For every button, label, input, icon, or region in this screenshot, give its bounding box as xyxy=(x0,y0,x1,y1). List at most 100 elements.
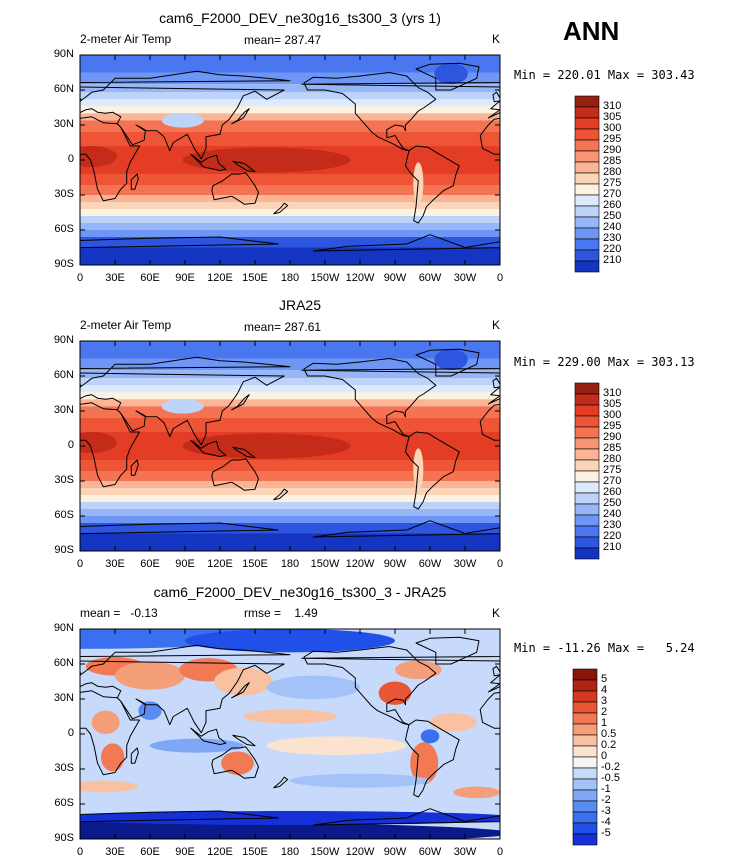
temperature-band xyxy=(80,223,500,230)
colorbar-box xyxy=(574,183,600,196)
colorbar-box xyxy=(574,426,600,439)
temperature-band xyxy=(80,516,500,523)
colorbar-label: 2 xyxy=(601,706,608,718)
y-tick-label: 60S xyxy=(54,223,74,235)
colorbar-label: 210 xyxy=(603,541,622,553)
x-tick-label: 150E xyxy=(242,846,268,858)
colorbar-label: -3 xyxy=(601,805,611,817)
colorbar-box xyxy=(574,503,600,516)
colorbar-box xyxy=(574,172,600,185)
x-tick-label: 0 xyxy=(76,846,84,858)
coastline-antarctica xyxy=(80,522,279,551)
y-tick-label: 90S xyxy=(54,832,74,844)
warm-region xyxy=(80,432,117,453)
colorbar-label: -0.2 xyxy=(601,761,620,773)
colorbar-box xyxy=(572,690,598,703)
colorbar-box xyxy=(572,822,598,835)
panel-title: JRA25 xyxy=(278,297,322,313)
coastline-eurasia xyxy=(80,356,291,446)
x-tick-label: 90E xyxy=(175,846,195,858)
colorbar-label: -5 xyxy=(601,827,611,839)
temperature-band xyxy=(80,481,500,488)
cold-region xyxy=(434,63,468,85)
difference-region xyxy=(221,751,254,775)
colorbar-label: 5 xyxy=(601,673,608,685)
colorbar-label: 4 xyxy=(601,684,608,696)
y-tick-label: 30S xyxy=(54,188,74,200)
coastline-antarctica xyxy=(312,520,500,551)
colorbar-box xyxy=(574,393,600,406)
x-tick-label: 120W xyxy=(345,846,375,858)
panel-left-label: mean = -0.13 xyxy=(80,606,158,620)
colorbar-label: 270 xyxy=(603,188,622,200)
coastline-samerica xyxy=(405,719,460,798)
temperature-band xyxy=(80,174,500,186)
temperature-band xyxy=(80,385,500,393)
y-tick-label: 60S xyxy=(54,797,74,809)
x-tick-label: 30E xyxy=(105,558,125,570)
colorbar-box xyxy=(572,712,598,725)
warm-pool xyxy=(182,147,351,173)
difference-region xyxy=(91,710,120,734)
coastline-africa xyxy=(80,116,140,202)
colorbar-box xyxy=(574,481,600,494)
colorbar-label: 305 xyxy=(603,111,622,123)
temperature-band xyxy=(80,460,500,472)
colorbar-box xyxy=(574,415,600,428)
temperature-band xyxy=(80,72,500,85)
coastline-africa xyxy=(80,402,140,488)
coastline-greenland xyxy=(415,348,480,377)
colorbar-label: 290 xyxy=(603,431,622,443)
coastline-indonesia xyxy=(190,153,227,171)
season-label: ANN xyxy=(563,16,620,46)
colorbar-box xyxy=(574,514,600,527)
coastline-eurasia xyxy=(80,70,291,160)
coastline-greenland xyxy=(415,636,480,665)
colorbar-label: 260 xyxy=(603,199,622,211)
y-tick-label: 30N xyxy=(53,692,74,704)
colorbar-box xyxy=(574,227,600,240)
colorbar-label: 220 xyxy=(603,530,622,542)
temperature-band xyxy=(80,378,500,386)
colorbar-box xyxy=(572,679,598,692)
x-tick-label: 30E xyxy=(105,846,125,858)
coastline-japan xyxy=(231,682,250,699)
colorbar-label: 310 xyxy=(603,387,622,399)
minmax-text: Min = 220.01 Max = 303.43 xyxy=(514,68,695,82)
colorbar-label: 220 xyxy=(603,243,622,255)
colorbar-label: 250 xyxy=(603,210,622,222)
map-panel-model xyxy=(79,54,501,266)
temperature-band xyxy=(80,495,500,502)
panel-title: cam6_F2000_DEV_ne30g16_ts300_3 - JRA25 xyxy=(153,584,447,600)
x-tick-label: 90W xyxy=(383,558,407,570)
colorbar-label: 310 xyxy=(603,100,622,112)
x-tick-label: 0 xyxy=(76,558,84,570)
colorbar-box xyxy=(574,437,600,450)
temperature-band xyxy=(80,418,500,432)
x-tick-label: 60E xyxy=(140,558,160,570)
colorbar-label: 3 xyxy=(601,695,608,707)
colorbar-box xyxy=(572,833,598,846)
colorbar-box xyxy=(574,106,600,119)
coastline-antarctica xyxy=(312,234,500,265)
colorbar-label: 285 xyxy=(603,442,622,454)
panel-left-label: 2-meter Air Temp xyxy=(80,318,172,332)
colorbar-label: 0 xyxy=(601,750,608,762)
temperature-band xyxy=(80,106,500,114)
colorbar-box xyxy=(572,767,598,780)
colorbar-label: 210 xyxy=(603,254,622,266)
colorbar-label: 275 xyxy=(603,464,622,476)
colorbar-label: 295 xyxy=(603,420,622,432)
coastline-uk xyxy=(492,377,500,389)
y-tick-label: 30N xyxy=(53,118,74,130)
x-tick-label: 120W xyxy=(345,272,375,284)
difference-region xyxy=(115,661,185,690)
colorbar-label: 305 xyxy=(603,398,622,410)
temperature-band xyxy=(80,195,500,202)
coastline-greenland xyxy=(415,62,480,91)
coastline-newguinea xyxy=(232,160,256,173)
x-tick-label: 30W xyxy=(453,272,477,284)
difference-region xyxy=(395,660,442,680)
colorbar-label: -4 xyxy=(601,816,611,828)
temperature-band xyxy=(80,523,500,534)
